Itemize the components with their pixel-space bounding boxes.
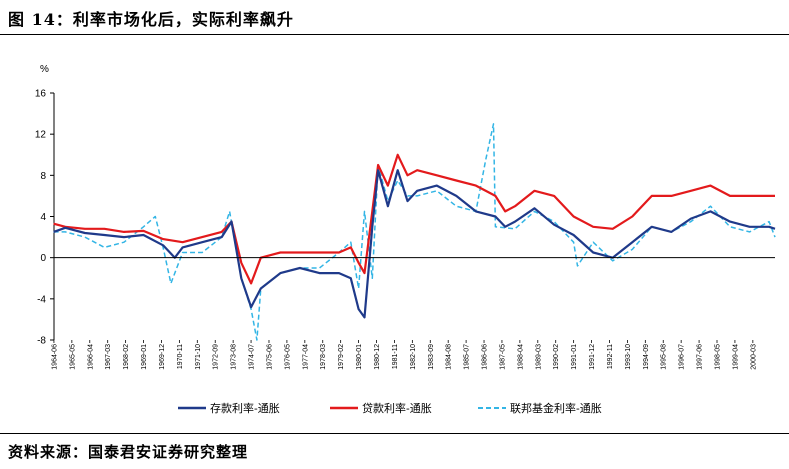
x-tick-label: 1979-02 bbox=[338, 344, 345, 370]
y-tick-label: 8 bbox=[40, 171, 46, 182]
x-tick-label: 1980-12 bbox=[374, 344, 381, 370]
x-tick-label: 1994-09 bbox=[643, 344, 650, 370]
x-tick-label: 1983-09 bbox=[428, 344, 435, 370]
x-tick-label: 1995-08 bbox=[661, 344, 668, 370]
series-line-loan bbox=[53, 153, 775, 285]
legend-label-loan: 贷款利率-通胀 bbox=[362, 401, 432, 415]
x-tick-label: 1974-07 bbox=[249, 344, 256, 370]
series-line-deposit bbox=[53, 169, 776, 319]
y-tick-label: -4 bbox=[37, 294, 46, 305]
x-tick-label: 1964-06 bbox=[51, 344, 58, 370]
figure-source: 资料来源：国泰君安证券研究整理 bbox=[8, 443, 249, 461]
x-axis: 1964-06 1965-05 1966-04 1967-03 1968-02 1969-… bbox=[51, 340, 757, 370]
x-tick-label: 1981-11 bbox=[392, 344, 399, 369]
y-tick-label: 16 bbox=[35, 89, 47, 100]
x-tick-label: 1997-06 bbox=[697, 344, 704, 370]
y-tick-label: 12 bbox=[35, 130, 47, 141]
x-tick-label: 1969-12 bbox=[159, 344, 166, 370]
series-layer bbox=[53, 123, 776, 341]
x-tick-label: 1977-04 bbox=[302, 344, 309, 370]
x-tick-label: 1991-01 bbox=[571, 344, 578, 370]
bottom-rule bbox=[0, 433, 789, 434]
x-tick-label: 2000-03 bbox=[750, 344, 757, 370]
x-tick-label: 1971-10 bbox=[195, 344, 202, 370]
y-tick-label: -8 bbox=[37, 336, 46, 347]
series-line-fed bbox=[53, 123, 776, 341]
legend-label-deposit: 存款利率-通胀 bbox=[210, 401, 280, 415]
x-tick-label: 1985-07 bbox=[464, 344, 471, 370]
x-tick-label: 1982-10 bbox=[410, 344, 417, 370]
x-tick-label: 1989-03 bbox=[535, 344, 542, 370]
legend-label-fed: 联邦基金利率-通胀 bbox=[510, 401, 602, 415]
y-unit-label: % bbox=[40, 64, 49, 75]
x-tick-label: 1980-01 bbox=[356, 344, 363, 370]
x-tick-label: 1999-04 bbox=[732, 344, 739, 370]
x-tick-label: 1973-08 bbox=[231, 344, 238, 370]
x-tick-label: 1968-02 bbox=[123, 344, 130, 370]
x-tick-label: 1969-01 bbox=[141, 344, 148, 370]
y-tick-label: 0 bbox=[40, 253, 46, 264]
x-tick-label: 1965-05 bbox=[69, 344, 76, 370]
x-tick-label: 1976-05 bbox=[284, 344, 291, 370]
x-tick-label: 1991-12 bbox=[589, 344, 596, 370]
y-axis: -8 -4 0 4 8 12 16 bbox=[35, 89, 55, 347]
top-rule bbox=[0, 34, 789, 35]
x-tick-label: 1966-04 bbox=[87, 344, 94, 370]
x-tick-label: 1986-06 bbox=[482, 344, 489, 370]
x-tick-label: 1988-04 bbox=[517, 344, 524, 370]
x-tick-label: 1984-08 bbox=[446, 344, 453, 370]
x-tick-label: 1993-10 bbox=[625, 344, 632, 370]
x-tick-label: 1998-05 bbox=[715, 344, 722, 370]
x-tick-label: 1978-03 bbox=[320, 344, 327, 370]
x-tick-label: 1990-02 bbox=[553, 344, 560, 370]
x-tick-label: 1975-06 bbox=[266, 344, 273, 370]
x-tick-label: 1992-11 bbox=[607, 344, 614, 369]
x-tick-label: 1970-11 bbox=[177, 344, 184, 369]
x-tick-label: 1967-03 bbox=[105, 344, 112, 370]
y-tick-label: 4 bbox=[40, 212, 46, 223]
x-tick-label: 1987-05 bbox=[499, 344, 506, 370]
x-tick-label: 1972-09 bbox=[213, 344, 220, 370]
x-tick-label: 1996-07 bbox=[679, 344, 686, 370]
legend: 存款利率-通胀 贷款利率-通胀 联邦基金利率-通胀 bbox=[178, 401, 602, 415]
figure-title: 图 14：利率市场化后，实际利率飙升 bbox=[8, 10, 294, 29]
